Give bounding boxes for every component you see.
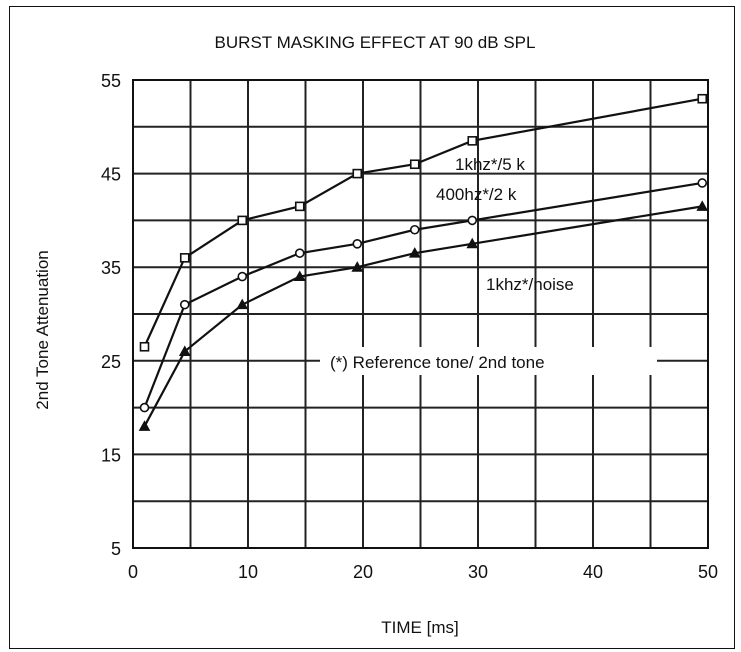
- data-point-square: [139, 341, 150, 352]
- grid: [133, 80, 708, 548]
- data-point-triangle: [408, 247, 421, 258]
- series-label-1khz-noise: 1khz*/noise: [486, 275, 574, 294]
- x-tick-label: 50: [698, 562, 718, 582]
- chart-title: BURST MASKING EFFECT AT 90 dB SPL: [215, 33, 536, 52]
- data-point-circle: [179, 299, 190, 310]
- data-point-circle: [467, 215, 478, 226]
- data-point-triangle: [236, 298, 249, 310]
- x-axis-label: TIME [ms]: [381, 618, 458, 637]
- y-axis-label: 2nd Tone Attenuation: [33, 250, 52, 409]
- x-tick-labels: 0 10 20 30 40 50: [128, 562, 718, 582]
- y-tick-labels: 55 45 35 25 15 5: [101, 71, 121, 559]
- x-tick-label: 0: [128, 562, 138, 582]
- data-point-circle: [294, 248, 305, 258]
- data-point-square: [409, 159, 420, 170]
- data-point-square: [294, 201, 305, 212]
- series-3: [138, 200, 709, 431]
- data-point-triangle: [696, 200, 709, 211]
- data-point-square: [237, 215, 248, 226]
- data-point-triangle: [138, 420, 151, 431]
- y-tick-label: 25: [101, 352, 121, 372]
- y-tick-label: 35: [101, 258, 121, 278]
- y-tick-label: 55: [101, 71, 121, 91]
- data-point-circle: [237, 271, 248, 282]
- data-point-circle: [352, 239, 363, 249]
- reference-annotation: (*) Reference tone/ 2nd tone: [330, 353, 545, 372]
- series-line: [143, 181, 703, 409]
- series-layer: [138, 93, 709, 431]
- data-point-circle: [139, 402, 150, 413]
- data-point-triangle: [351, 261, 364, 272]
- x-tick-label: 30: [468, 562, 488, 582]
- x-tick-label: 40: [583, 562, 603, 582]
- data-point-square: [352, 168, 363, 179]
- data-point-square: [467, 136, 478, 146]
- series-label-1khz-5k: 1khz*/5 k: [455, 155, 525, 174]
- data-point-square: [697, 93, 708, 104]
- series-1: [139, 93, 708, 352]
- x-tick-label: 10: [238, 562, 258, 582]
- plot-border: [132, 79, 709, 549]
- data-point-circle: [697, 178, 708, 188]
- data-point-triangle: [466, 237, 479, 249]
- x-tick-label: 20: [353, 562, 373, 582]
- data-point-square: [179, 253, 190, 263]
- figure-frame: [9, 6, 735, 649]
- series-2: [139, 178, 708, 413]
- data-point-triangle: [178, 345, 191, 356]
- series-line: [143, 97, 703, 348]
- series-labels: 1khz*/5 k 400hz*/2 k 1khz*/noise: [436, 155, 574, 294]
- data-point-circle: [409, 224, 420, 235]
- data-point-triangle: [293, 270, 306, 282]
- y-tick-label: 15: [101, 445, 121, 465]
- series-label-400hz-2k: 400hz*/2 k: [436, 185, 517, 204]
- series-line: [143, 205, 703, 427]
- annotation-background: [320, 347, 657, 375]
- y-tick-label: 5: [111, 539, 121, 559]
- y-tick-label: 45: [101, 165, 121, 185]
